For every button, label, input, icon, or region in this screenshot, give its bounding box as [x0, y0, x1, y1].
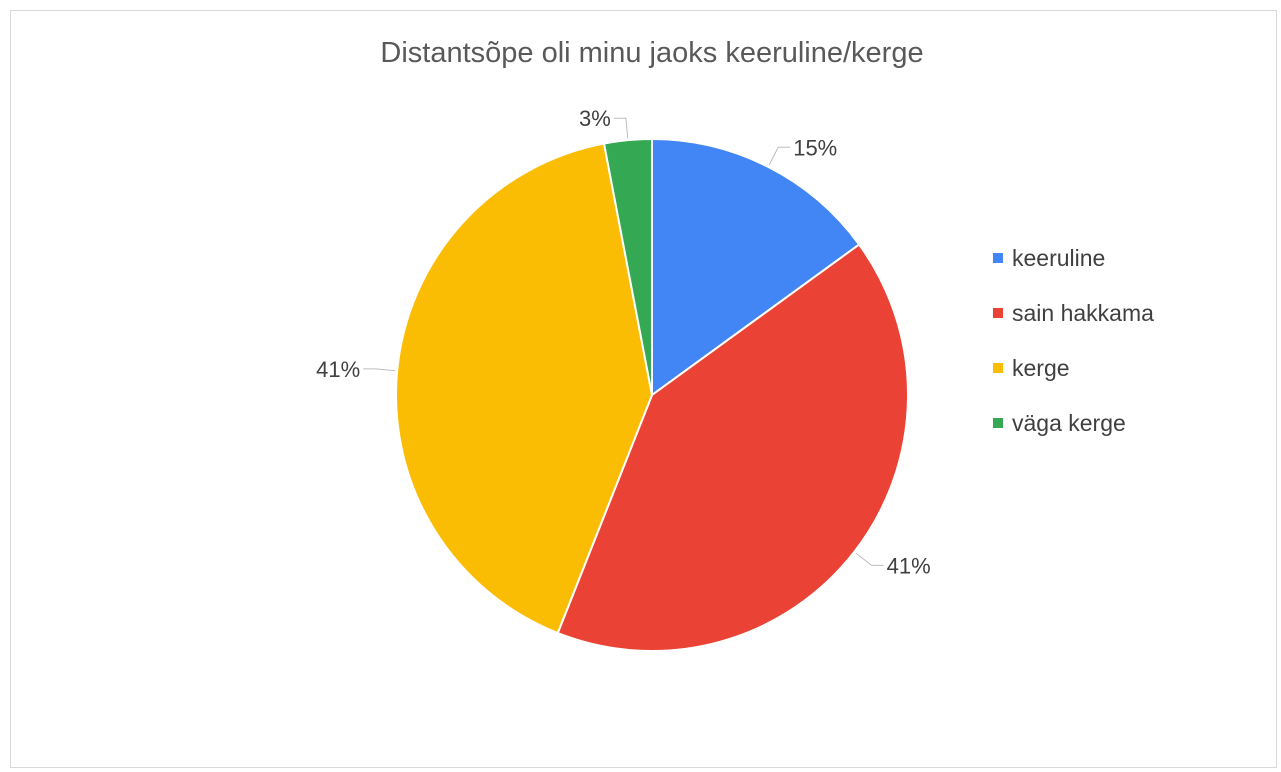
- pie-slices: [395, 137, 909, 652]
- pie-slice-sain-hakkama: [556, 243, 909, 652]
- data-label-v-ga-kerge: 3%: [579, 106, 611, 131]
- data-label-keeruline: 15%: [793, 135, 837, 160]
- data-labels: 15% 41% 41% 3%: [316, 106, 931, 578]
- chart-title: Distantsõpe oli minu jaoks keeruline/ker…: [380, 37, 923, 69]
- legend-label-kerge: kerge: [1012, 355, 1070, 381]
- leader-line-keeruline: [768, 146, 791, 166]
- legend-swatch-kerge: [993, 363, 1003, 373]
- leader-line-kerge: [363, 368, 396, 372]
- data-label-kerge: 41%: [316, 357, 360, 382]
- pie-slice-v-ga-kerge: [602, 137, 653, 396]
- legend-label-v-ga-kerge: väga kerge: [1012, 410, 1126, 436]
- pie-slice-kerge: [395, 142, 654, 635]
- data-label-sain-hakkama: 41%: [887, 553, 931, 578]
- legend-label-keeruline: keeruline: [1012, 245, 1105, 271]
- leader-line-sain-hakkama: [855, 552, 884, 566]
- leader-line-v-ga-kerge: [613, 117, 629, 139]
- legend-swatch-keeruline: [993, 253, 1003, 263]
- label-leader-lines: [363, 117, 884, 566]
- pie-slice-keeruline: [651, 137, 861, 397]
- legend: keeruline sain hakkama kerge väga kerge: [993, 245, 1154, 436]
- legend-swatch-v-ga-kerge: [993, 418, 1003, 428]
- legend-swatch-sain-hakkama: [993, 308, 1003, 318]
- legend-label-sain-hakkama: sain hakkama: [1012, 300, 1154, 326]
